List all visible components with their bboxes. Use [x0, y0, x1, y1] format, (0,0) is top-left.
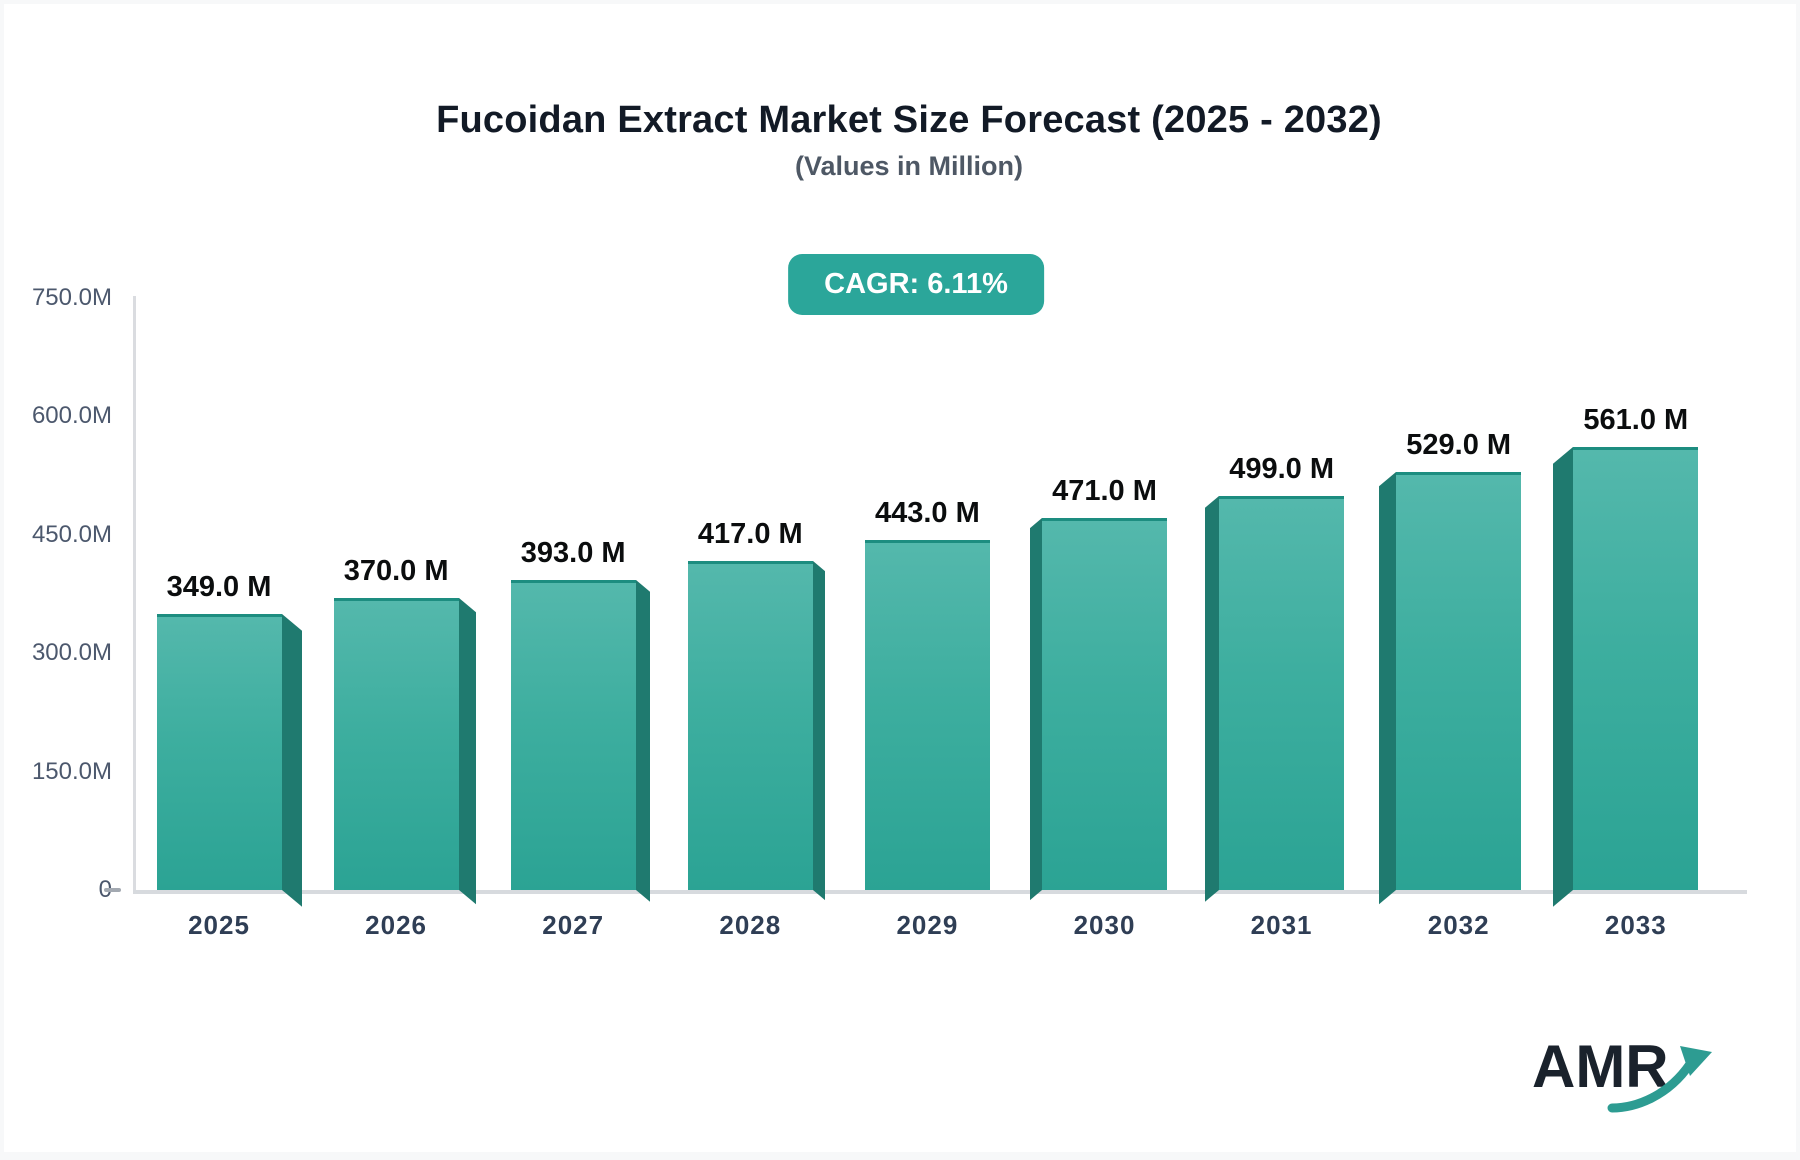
bar-side-face-2026 — [458, 597, 476, 905]
bar-side-face-2031 — [1205, 495, 1220, 902]
cagr-badge: CAGR: 6.11% — [788, 254, 1044, 315]
bar-side-face-2033 — [1553, 446, 1574, 907]
y-axis-line — [133, 296, 136, 891]
bar-side-face-2027 — [635, 579, 650, 902]
x-axis-baseline — [133, 890, 1747, 894]
x-tick-label-2028: 2028 — [719, 910, 782, 940]
amr-logo-text: AMR — [1532, 1033, 1669, 1100]
amr-logo: AMR — [1532, 1036, 1722, 1116]
chart-subtitle: (Values in Million) — [794, 151, 1024, 181]
x-tick-label-2032: 2032 — [1427, 910, 1490, 940]
bar-chart-plot-area: 0 150.0M 300.0M 450.0M 600.0M 750.0M 349.0 M 3… — [4, 4, 1800, 1160]
bar-side-face-2030 — [1030, 517, 1042, 901]
bar-value-label-2030: 471.0 M — [1052, 474, 1157, 507]
x-tick-label-2025: 2025 — [188, 910, 250, 940]
bar-2028 — [687, 560, 813, 890]
bar-2032 — [1396, 472, 1522, 890]
bar-2031 — [1219, 495, 1345, 890]
x-tick-label-2031: 2031 — [1250, 910, 1313, 940]
bar-value-label-2033: 561.0 M — [1583, 403, 1689, 436]
bar-value-label-2029: 443.0 M — [874, 497, 980, 530]
x-tick-label-2033: 2033 — [1604, 910, 1667, 940]
chart-title: Fucoidan Extract Market Size Forecast (2… — [436, 99, 1382, 141]
bar-2027 — [510, 579, 636, 890]
x-tick-label-2030: 2030 — [1073, 910, 1136, 940]
bar-2030 — [1042, 517, 1167, 890]
zero-tick-mark — [104, 888, 121, 892]
bar-2026 — [333, 597, 459, 890]
bar-2025 — [156, 614, 282, 890]
y-tick-label-300.0M: 300.0M — [31, 639, 112, 666]
bar-value-label-2028: 417.0 M — [697, 517, 803, 550]
amr-logo-arrow-icon — [1607, 1046, 1712, 1113]
y-tick-label-750.0M: 750.0M — [31, 283, 112, 311]
y-tick-label-450.0M: 450.0M — [31, 520, 112, 548]
y-tick-label-150.0M: 150.0M — [31, 757, 112, 785]
x-tick-label-2026: 2026 — [365, 910, 428, 940]
bar-2029 — [864, 540, 990, 890]
bar-value-label-2025: 349.0 M — [166, 571, 272, 604]
bar-value-label-2032: 529.0 M — [1406, 429, 1512, 462]
bar-side-face-2025 — [281, 614, 302, 907]
y-tick-label-0: 0 — [2, 875, 112, 905]
bar-side-face-2028 — [812, 560, 825, 901]
x-tick-label-2027: 2027 — [542, 910, 605, 940]
bar-2033 — [1573, 446, 1699, 890]
y-tick-label-600.0M: 600.0M — [31, 402, 112, 429]
bar-value-label-2026: 370.0 M — [343, 554, 449, 587]
x-tick-label-2029: 2029 — [896, 910, 959, 940]
bar-value-label-2027: 393.0 M — [520, 536, 626, 569]
bar-value-label-2031: 499.0 M — [1229, 452, 1334, 485]
bar-side-face-2032 — [1379, 472, 1397, 905]
